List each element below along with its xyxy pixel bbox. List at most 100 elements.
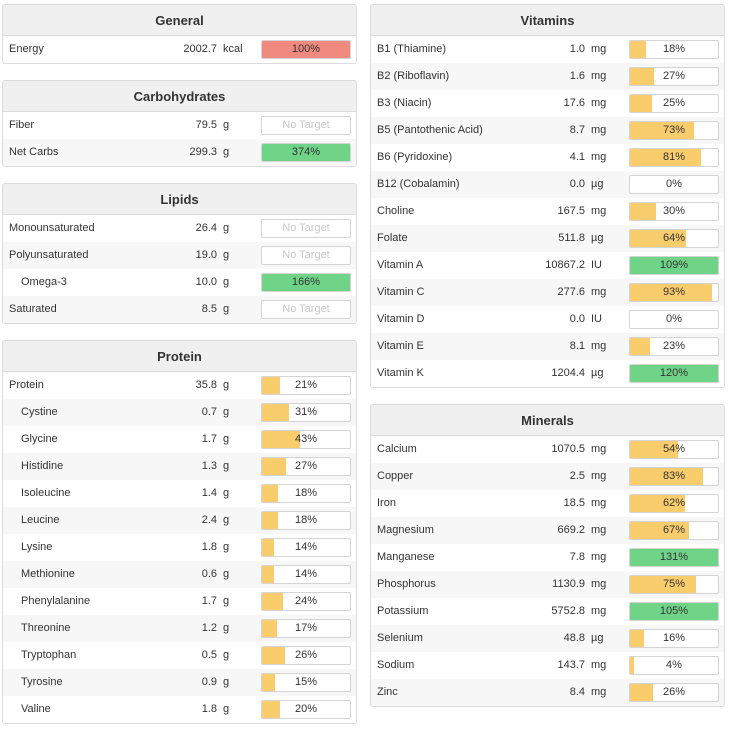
progress-fill (262, 701, 280, 718)
nutrient-row-histidine: Histidine 1.3 g 27% (3, 453, 356, 480)
nutrient-name: Lysine (21, 541, 53, 553)
target-progress-bar: No Target (261, 300, 351, 319)
target-progress-bar: 25% (629, 94, 719, 113)
nutrient-unit: g (223, 303, 230, 315)
nutrient-amount: 1204.4 (551, 367, 585, 379)
percent-label: 18% (294, 487, 318, 499)
target-progress-bar: 26% (261, 646, 351, 665)
target-progress-bar: 18% (261, 484, 351, 503)
nutrient-amount: 8.4 (569, 686, 585, 698)
nutrient-row-omega-3: Omega-3 10.0 g 166% (3, 269, 356, 296)
nutrient-unit: mg (591, 286, 607, 298)
lipids-panel: Lipids Monounsaturated 26.4 g No Target … (2, 183, 357, 324)
vitamins-panel: Vitamins B1 (Thiamine) 1.0 mg 18% B2 (Ri… (370, 4, 725, 388)
nutrient-unit: IU (591, 259, 602, 271)
percent-label: 17% (294, 622, 318, 634)
progress-fill (630, 68, 654, 85)
nutrient-amount: 1.2 (201, 622, 217, 634)
nutrient-name: B3 (Niacin) (377, 97, 432, 109)
nutrient-name: Vitamin A (377, 259, 424, 271)
nutrient-amount: 0.9 (201, 676, 217, 688)
progress-fill (630, 338, 651, 355)
nutrient-amount: 1130.9 (552, 578, 585, 590)
nutrient-name: B5 (Pantothenic Acid) (377, 124, 483, 136)
target-progress-bar: 83% (629, 467, 719, 486)
protein-panel: Protein Protein 35.8 g 21% Cystine 0.7 g… (2, 340, 357, 724)
percent-label: 23% (662, 340, 686, 352)
nutrient-name: Monounsaturated (9, 222, 95, 234)
progress-fill (262, 512, 278, 529)
nutrient-name: Vitamin C (377, 286, 425, 298)
nutrient-row-net-carbs: Net Carbs 299.3 g 374% (3, 139, 356, 166)
nutrient-amount: 8.7 (569, 124, 585, 136)
nutrient-name: Leucine (21, 514, 60, 526)
percent-label: 75% (662, 578, 686, 590)
percent-label: 26% (662, 686, 686, 698)
progress-fill (630, 603, 718, 620)
percent-label: 27% (662, 70, 686, 82)
nutrient-row-saturated: Saturated 8.5 g No Target (3, 296, 356, 323)
target-progress-bar: 81% (629, 148, 719, 167)
target-progress-bar: 18% (629, 40, 719, 59)
nutrient-row-b12-cobalamin: B12 (Cobalamin) 0.0 µg 0% (371, 171, 724, 198)
nutrient-unit: g (223, 568, 230, 580)
target-progress-bar: 18% (261, 511, 351, 530)
nutrient-name: Vitamin D (377, 313, 425, 325)
target-progress-bar: 67% (629, 521, 719, 540)
nutrient-amount: 299.3 (189, 146, 217, 158)
nutrient-name: Iron (377, 497, 396, 509)
panel-title: General (3, 5, 356, 36)
nutrient-unit: g (223, 222, 230, 234)
nutrient-amount: 10.0 (195, 276, 217, 288)
nutrient-name: B1 (Thiamine) (377, 43, 447, 55)
nutrient-row-tyrosine: Tyrosine 0.9 g 15% (3, 669, 356, 696)
progress-fill (262, 647, 285, 664)
nutrient-unit: g (223, 595, 230, 607)
nutrient-row-energy: Energy 2002.7 kcal 100% (3, 36, 356, 63)
progress-fill (630, 149, 702, 166)
percent-label: 166% (291, 276, 321, 288)
nutrient-unit: IU (591, 313, 602, 325)
progress-fill (262, 144, 350, 161)
nutrient-list: Monounsaturated 26.4 g No Target Polyuns… (3, 215, 356, 323)
percent-label: 27% (294, 460, 318, 472)
nutrient-name: Glycine (21, 433, 58, 445)
nutrient-name: Potassium (377, 605, 429, 617)
percent-label: 62% (662, 497, 686, 509)
progress-fill (630, 230, 687, 247)
nutrient-row-phenylalanine: Phenylalanine 1.7 g 24% (3, 588, 356, 615)
nutrient-amount: 1.7 (201, 595, 217, 607)
target-progress-bar: 62% (629, 494, 719, 513)
target-progress-bar: 73% (629, 121, 719, 140)
nutrient-name: Omega-3 (21, 276, 67, 288)
target-progress-bar: 43% (261, 430, 351, 449)
nutrient-unit: g (223, 460, 230, 472)
right-column: Vitamins B1 (Thiamine) 1.0 mg 18% B2 (Ri… (370, 4, 725, 723)
nutrient-row-sodium: Sodium 143.7 mg 4% (371, 652, 724, 679)
percent-label: 81% (662, 151, 686, 163)
nutrient-row-vitamin-c: Vitamin C 277.6 mg 93% (371, 279, 724, 306)
progress-fill (262, 674, 276, 691)
nutrient-amount: 2.4 (201, 514, 217, 526)
nutrient-unit: mg (591, 686, 607, 698)
nutrient-amount: 17.6 (563, 97, 585, 109)
percent-label: No Target (282, 119, 330, 131)
percent-label: 131% (659, 551, 689, 563)
nutrient-amount: 19.0 (195, 249, 217, 261)
nutrient-row-glycine: Glycine 1.7 g 43% (3, 426, 356, 453)
nutrient-name: Folate (377, 232, 408, 244)
nutrient-row-vitamin-d: Vitamin D 0.0 IU 0% (371, 306, 724, 333)
target-progress-bar: 17% (261, 619, 351, 638)
nutrient-list: Fiber 79.5 g No Target Net Carbs 299.3 g… (3, 112, 356, 166)
nutrient-row-vitamin-e: Vitamin E 8.1 mg 23% (371, 333, 724, 360)
progress-fill (630, 41, 646, 58)
nutrient-row-isoleucine: Isoleucine 1.4 g 18% (3, 480, 356, 507)
percent-label: No Target (282, 303, 330, 315)
nutrient-unit: mg (591, 205, 607, 217)
nutrient-amount: 0.7 (201, 406, 217, 418)
percent-label: 26% (294, 649, 318, 661)
nutrient-name: Manganese (377, 551, 435, 563)
nutrient-row-leucine: Leucine 2.4 g 18% (3, 507, 356, 534)
percent-label: 0% (666, 313, 682, 325)
nutrient-name: Sodium (377, 659, 415, 671)
